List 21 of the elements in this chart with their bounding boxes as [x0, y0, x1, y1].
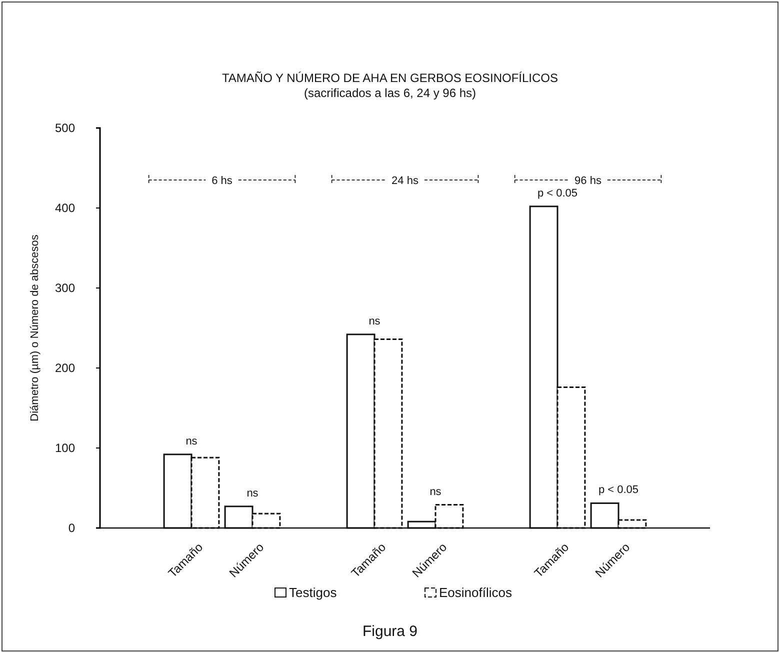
y-tick-label: 100	[54, 440, 76, 455]
annotation: 24 hs	[392, 175, 419, 187]
y-tick-label: 300	[54, 280, 76, 295]
annotation: ns	[246, 487, 259, 500]
y-tick-label: 400	[54, 200, 76, 215]
chart-title: TAMAÑO Y NÚMERO DE AHA EN GERBOS EOSINOFÍLICOS	[222, 71, 558, 85]
legend-label: Testigos	[289, 585, 338, 600]
annotation: p < 0.05	[598, 484, 639, 496]
y-tick-label: 500	[54, 120, 76, 135]
y-tick-label: 0	[68, 520, 76, 535]
legend-label: Eosinofílicos	[439, 585, 512, 600]
y-axis-title: Diámetro (µm) o Número de abscesos	[29, 234, 41, 422]
annotation: 96 hs	[574, 175, 602, 187]
annotation: ns	[368, 315, 381, 328]
annotation: p < 0.05	[537, 187, 578, 200]
annotation: ns	[430, 486, 442, 498]
y-tick-label: 200	[54, 360, 76, 375]
annotation: 6 hs	[212, 175, 233, 187]
annotation: ns	[186, 435, 198, 448]
text: Figura 9	[362, 623, 418, 640]
chart-subtitle: (sacrificados a las 6, 24 y 96 hs)	[304, 86, 476, 100]
